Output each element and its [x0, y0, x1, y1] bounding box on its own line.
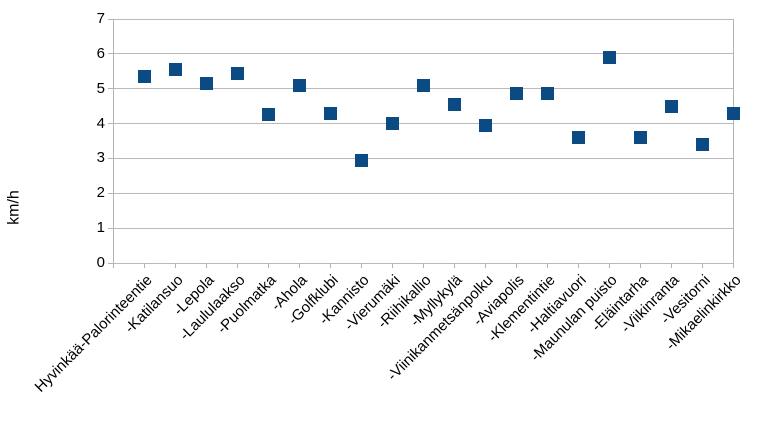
data-point — [447, 97, 461, 111]
y-axis-tick — [108, 262, 113, 264]
x-axis-tick — [453, 263, 455, 268]
data-point — [385, 117, 399, 131]
x-axis-tick — [360, 263, 362, 268]
x-axis-tick — [205, 263, 207, 268]
x-axis-tick — [732, 263, 734, 268]
x-axis-tick — [267, 263, 269, 268]
y-tick-label: 2 — [96, 184, 105, 202]
x-axis-tick — [670, 263, 672, 268]
y-tick-label: 1 — [96, 219, 105, 237]
gridline — [113, 123, 733, 125]
x-axis-tick — [515, 263, 517, 268]
gridline — [113, 18, 733, 20]
data-point — [199, 76, 213, 90]
data-point — [478, 118, 492, 132]
x-axis-tick — [422, 263, 424, 268]
gridline — [113, 227, 733, 229]
data-point — [509, 87, 523, 101]
data-point — [137, 70, 151, 83]
x-axis-tick — [608, 263, 610, 268]
data-point — [261, 108, 275, 122]
gridline — [113, 157, 733, 159]
y-tick-label: 4 — [96, 114, 105, 132]
y-axis-tick — [108, 53, 113, 55]
x-axis-tick — [577, 263, 579, 268]
data-point — [416, 78, 430, 92]
x-axis-tick — [329, 263, 331, 268]
data-point — [726, 106, 740, 120]
data-point — [230, 66, 244, 80]
data-point — [540, 87, 554, 101]
data-point — [168, 63, 182, 77]
y-axis-tick — [108, 18, 113, 20]
y-axis-tick — [108, 88, 113, 90]
gridline — [113, 53, 733, 55]
y-axis-tick — [108, 157, 113, 159]
x-axis-tick — [546, 263, 548, 268]
data-point — [695, 137, 709, 151]
y-axis-title: km/h — [5, 190, 23, 225]
data-point — [602, 50, 616, 64]
y-axis-tick — [108, 123, 113, 125]
x-axis-tick — [174, 263, 176, 268]
y-axis-line — [112, 19, 114, 263]
y-tick-label: 0 — [96, 254, 105, 271]
y-axis-tick — [108, 227, 113, 229]
y-tick-label: 7 — [96, 10, 105, 27]
x-axis-tick — [639, 263, 641, 268]
data-point — [323, 106, 337, 120]
x-axis-tick — [112, 263, 114, 268]
x-axis-tick — [298, 263, 300, 268]
y-tick-label: 6 — [96, 44, 105, 62]
x-axis-tick — [701, 263, 703, 268]
x-axis-tick — [484, 263, 486, 268]
data-point — [633, 131, 647, 144]
data-point — [664, 99, 678, 113]
y-tick-label: 5 — [96, 79, 105, 97]
x-axis-tick — [143, 263, 145, 268]
data-point — [292, 78, 306, 92]
x-axis-tick — [391, 263, 393, 268]
plot-right-border — [732, 19, 734, 263]
y-axis-tick — [108, 192, 113, 194]
x-axis-tick — [236, 263, 238, 268]
data-point — [354, 153, 368, 167]
y-tick-label: 3 — [96, 149, 105, 167]
gridline — [113, 192, 733, 194]
data-point — [571, 131, 585, 144]
